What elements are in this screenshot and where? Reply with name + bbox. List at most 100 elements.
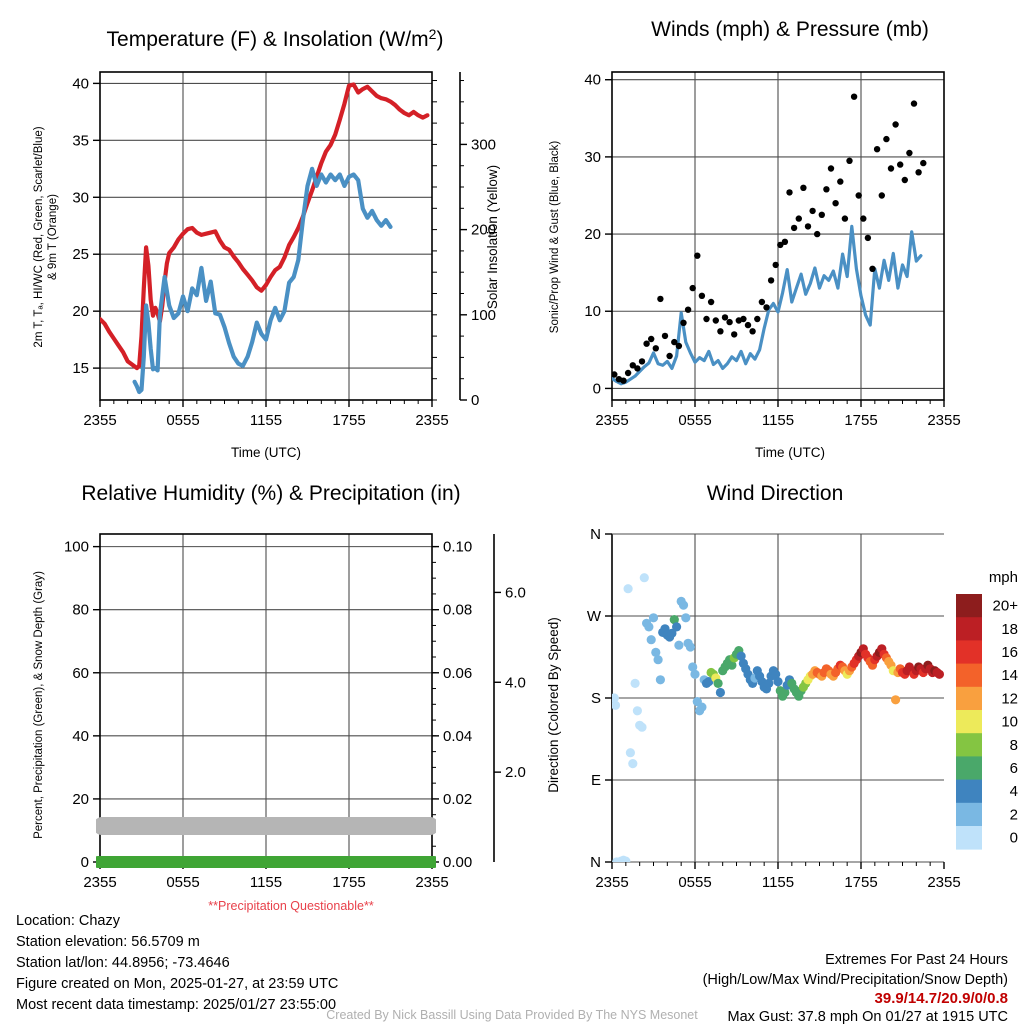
temperature-xtick-label: 1155 xyxy=(250,412,282,429)
humidity-y2tick-label: 0.10 xyxy=(443,539,472,556)
gust-point xyxy=(754,315,761,323)
gust-point xyxy=(629,362,636,369)
wind-direction-point xyxy=(690,669,700,679)
gust-point xyxy=(763,304,770,311)
panel-title-direction: Wind Direction xyxy=(707,482,844,505)
winds-xtick-label: 2355 xyxy=(595,412,628,429)
panel-winds: Winds (mph) & Pressure (mb) Sonic/Prop W… xyxy=(549,0,961,460)
gust-point xyxy=(717,328,724,335)
gust-point xyxy=(832,200,839,207)
colorbar-tick-label: 8 xyxy=(1010,737,1018,754)
wind-direction-point xyxy=(713,678,723,689)
wind-direction-point xyxy=(639,573,649,583)
humidity-y2tick-label: 0.04 xyxy=(443,728,472,745)
wind-direction-point xyxy=(780,687,790,698)
gust-point xyxy=(878,192,885,199)
y-axis-title-temperature-2: & 9m T (Orange) xyxy=(47,194,59,280)
gust-point xyxy=(666,352,673,360)
gust-point xyxy=(869,265,876,272)
direction-ytick-label: N xyxy=(590,854,601,871)
humidity-ytick-label: 0 xyxy=(81,854,89,871)
gust-point xyxy=(772,261,779,269)
humidity-ytick-label: 80 xyxy=(72,602,89,619)
humidity-xtick-label: 1155 xyxy=(250,874,282,891)
gust-point xyxy=(809,207,816,215)
humidity-ytick-label: 60 xyxy=(72,665,89,682)
humidity-y2tick-label: 0.02 xyxy=(443,791,472,808)
y-axis-title-direction: Direction (Colored By Speed) xyxy=(546,617,561,793)
temperature-y2tick-label: 100 xyxy=(471,307,496,324)
colorbar-tick-label: 4 xyxy=(1010,783,1018,800)
precip-questionable-note: **Precipitation Questionable** xyxy=(208,899,374,913)
wind-direction-point xyxy=(773,677,783,687)
footer-line: Location: Chazy xyxy=(16,913,121,929)
wind-direction-point xyxy=(704,677,714,687)
colorbar-tick-label: 14 xyxy=(1001,667,1018,684)
wind-direction-point xyxy=(672,622,682,632)
wind-direction-point xyxy=(621,856,631,862)
humidity-xtick-label: 1755 xyxy=(332,874,365,891)
direction-xtick-label: 1155 xyxy=(762,874,794,891)
direction-xtick-label: 2355 xyxy=(595,874,628,891)
panel-title-temperature: Temperature (F) & Insolation (W/m2) xyxy=(107,26,444,51)
humidity-xtick-label: 2355 xyxy=(83,874,116,891)
wind-direction-point xyxy=(646,635,656,645)
humidity-y3tick-label: 2.0 xyxy=(505,764,526,781)
winds-ytick-label: 40 xyxy=(584,72,601,89)
gust-point xyxy=(634,365,641,372)
gust-point xyxy=(804,223,812,230)
wind-direction-point xyxy=(655,675,666,685)
colorbar-swatch xyxy=(956,733,982,757)
gust-point xyxy=(721,314,729,321)
temperature-xtick-label: 0555 xyxy=(166,412,199,429)
temperature-ytick-label: 15 xyxy=(72,360,89,377)
wind-direction-point xyxy=(630,678,640,689)
y-axis-title-humidity: Percent, Precipitation (Green), & Snow D… xyxy=(33,571,45,839)
wind-direction-point xyxy=(632,706,643,716)
humidity-ytick-label: 100 xyxy=(64,539,89,556)
colorbar-swatch xyxy=(956,617,982,641)
max-gust-line: Max Gust: 37.8 mph On 01/27 at 1915 UTC xyxy=(728,1009,1008,1024)
gust-point xyxy=(643,340,650,347)
wind-direction-point xyxy=(644,622,654,632)
wind-direction-point xyxy=(715,687,726,698)
y-axis-title-temperature-1: 2m T, Tₐ, HI/WC (Red, Green, Scarlet/Blu… xyxy=(33,126,45,347)
winds-ytick-label: 20 xyxy=(584,226,601,243)
gust-point xyxy=(860,215,867,222)
gust-point xyxy=(671,338,678,346)
humidity-y2tick-label: 0.00 xyxy=(443,854,472,871)
colorbar-swatch xyxy=(956,663,982,688)
plot-area-direction: N W S E N 2355 0555 1155 1755 2355 xyxy=(587,526,961,891)
winds-xtick-label: 1155 xyxy=(762,412,794,429)
y2-axis-title-insolation: Solar Insolation (Yellow) xyxy=(485,165,500,309)
footer-line: Station elevation: 56.5709 m xyxy=(16,934,200,950)
extremes-values: 39.9/14.7/20.9/0/0.8 xyxy=(875,990,1008,1007)
colorbar-swatch xyxy=(956,686,982,711)
gust-point xyxy=(675,342,683,350)
gust-point xyxy=(837,178,844,185)
gust-point xyxy=(827,165,835,172)
gust-point xyxy=(740,315,747,323)
wind-direction-point xyxy=(651,647,661,658)
colorbar-tick-label: 16 xyxy=(1001,644,1018,661)
humidity-data xyxy=(96,817,436,868)
direction-xtick-label: 1755 xyxy=(844,874,877,891)
humidity-ytick-label: 20 xyxy=(72,791,89,808)
wind-direction-point xyxy=(891,695,901,705)
wind-direction-point xyxy=(612,700,621,710)
gust-point xyxy=(897,161,904,168)
wind-direction-point xyxy=(934,669,944,679)
gust-point xyxy=(925,0,931,3)
colorbar-swatch xyxy=(956,802,982,827)
footer-line: Most recent data timestamp: 2025/01/27 2… xyxy=(16,997,336,1013)
direction-xtick-label: 2355 xyxy=(927,874,960,891)
winds-data xyxy=(612,0,931,386)
gust-point xyxy=(689,284,696,292)
gust-point xyxy=(624,369,632,377)
gust-point xyxy=(703,315,710,323)
gust-point xyxy=(694,252,701,259)
wind-direction-point xyxy=(681,613,691,623)
gust-point xyxy=(873,146,881,153)
gust-point xyxy=(698,292,706,299)
